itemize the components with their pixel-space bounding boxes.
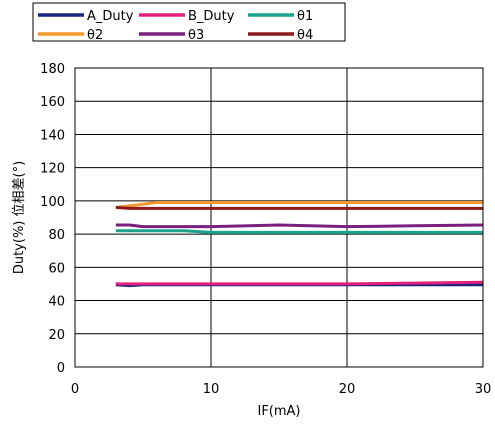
plot-frame xyxy=(74,67,484,368)
y-tick-label: 80 xyxy=(48,228,65,243)
series-line xyxy=(115,229,483,234)
legend-label: A_Duty xyxy=(87,9,134,24)
legend: A_Duty B_Duty θ1 θ2 θ3 θ4 xyxy=(32,2,346,43)
y-tick-label: 60 xyxy=(48,261,65,276)
legend-label: B_Duty xyxy=(188,9,235,24)
grid xyxy=(74,67,484,368)
y-tick-label: 140 xyxy=(40,128,65,143)
y-axis-label: Duty(%) 位相差(°) xyxy=(12,161,27,274)
x-tick-label: 20 xyxy=(339,382,356,397)
y-tick-label: 180 xyxy=(40,62,65,77)
x-tick-label: 10 xyxy=(203,382,220,397)
axes: 0 20 40 60 80 100 120 140 160 180 0 10 20 30 xyxy=(40,62,491,397)
x-tick-label: 0 xyxy=(71,382,79,397)
y-tick-label: 100 xyxy=(40,195,65,210)
legend-label: θ2 xyxy=(87,28,103,43)
x-axis-label: IF(mA) xyxy=(257,404,300,419)
y-tick-label: 120 xyxy=(40,162,65,177)
y-tick-label: 0 xyxy=(57,361,65,376)
legend-label: θ1 xyxy=(297,9,313,24)
y-tick-label: 160 xyxy=(40,95,65,110)
x-tick-label: 30 xyxy=(475,382,492,397)
series-lines xyxy=(115,201,484,288)
y-tick-label: 40 xyxy=(48,295,65,310)
series-line xyxy=(115,223,484,229)
legend-label: θ3 xyxy=(188,28,204,43)
legend-label: θ4 xyxy=(297,28,313,43)
series-line xyxy=(115,201,483,209)
y-tick-label: 20 xyxy=(48,328,65,343)
series-line xyxy=(115,206,483,210)
series-line xyxy=(115,280,484,286)
